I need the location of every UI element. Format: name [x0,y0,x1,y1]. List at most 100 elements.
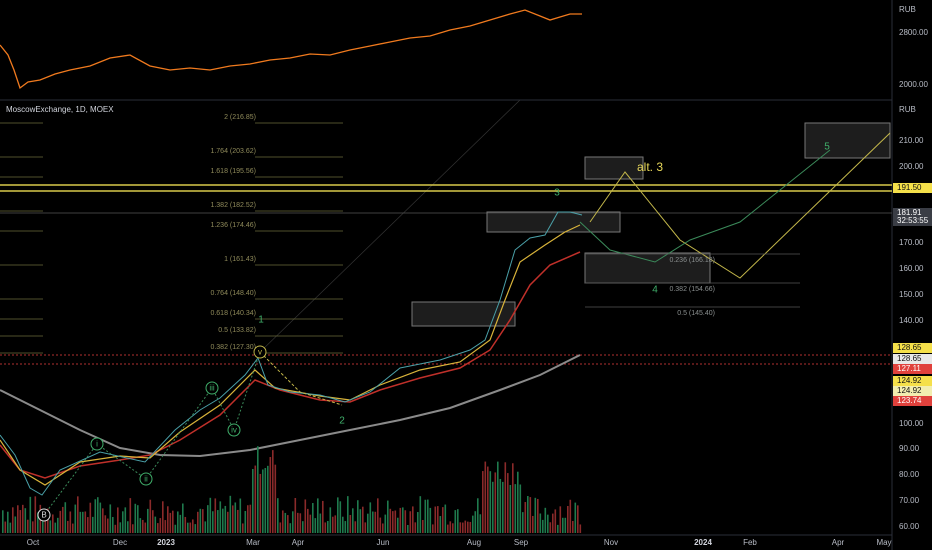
price-tag [893,354,932,364]
volume-bar [27,519,29,533]
volume-bar [47,508,49,533]
price-tag [893,343,932,353]
price-tag [893,364,932,374]
volume-bar [382,523,384,533]
price-tick: 140.00 [899,316,924,325]
volume-bar [459,522,462,533]
fib-label: 1.382 (182.52) [210,202,256,209]
volume-bar [464,520,467,533]
volume-bar [449,521,452,533]
wave-label: alt. 3 [637,160,663,174]
volume-bar [579,524,582,533]
volume-bar [284,512,287,533]
zone-box [486,211,621,233]
volume-bar [314,518,317,533]
volume-bar [214,498,217,533]
fib-label: 1.618 (195.56) [210,168,256,175]
volume-bar [552,513,554,533]
volume-bar [369,502,372,533]
volume-bar [199,508,202,533]
volume-bar [509,484,512,533]
volume-bar [554,509,557,533]
volume-bar [42,519,44,533]
volume-bar [9,522,12,533]
fib-label: 0.764 (148.40) [210,290,256,297]
volume-bar [84,511,87,533]
volume-bar [164,520,167,533]
volume-bar [152,510,154,533]
volume-bar [294,497,297,533]
price-tag-label: 124.92 [897,386,922,395]
volume-bar [137,505,139,533]
fib-label: 0.5 (133.82) [218,327,256,334]
volume-bar [334,515,337,533]
index-line [0,9,582,90]
volume-bar [162,501,164,533]
volume-bar [487,466,489,533]
price-tick: 160.00 [899,264,924,273]
volume-bar [249,504,252,533]
volume-bar [387,500,389,533]
volume-bar [189,522,192,533]
price-tag-label: 191.50 [897,183,922,192]
volume-bar [157,523,159,533]
currency: RUB [899,105,916,114]
circled-label: iii [209,384,215,393]
volume-bar [274,464,277,533]
volume-bar [324,522,327,533]
volume-bar [452,523,454,533]
volume-bar [437,506,439,533]
volume-bar [299,513,302,533]
wave-circle [37,508,51,522]
wave-ab-line [259,351,343,406]
volume-bar [74,504,77,533]
volume-bar [404,510,407,533]
volume-bar [389,508,392,533]
volume-bar [514,484,517,533]
price-tick: 90.00 [899,444,920,453]
volume-bar [212,511,214,533]
volume-bar [397,517,399,533]
volume-bar [409,511,412,533]
volume-bar [497,461,499,533]
volume-bar [312,503,314,533]
volume-bar [272,450,274,533]
volume-bar [19,510,22,533]
volume-bar [349,514,352,533]
volume-bar [169,512,172,533]
volume-bar [102,508,104,533]
volume-bar [154,516,157,533]
volume-bar [244,510,247,533]
volume-bar [532,515,534,533]
volume-bar [384,514,387,533]
volume-bar [64,502,67,533]
volume-bar [252,468,254,533]
fib-label: 2 (216.85) [224,114,256,121]
volume-bar [279,522,282,533]
volume-bar [494,472,497,533]
volume-bar [207,505,209,533]
volume-bar [259,473,262,533]
price-tag [893,396,932,406]
volume-bar [492,481,494,533]
volume-bar [507,473,509,533]
fib-label: 0.618 (140.34) [210,310,256,317]
volume-bar [562,517,564,533]
price-tag [893,208,932,218]
fib-label: 1.236 (174.46) [210,222,256,229]
volume-bar [194,524,197,533]
volume-bar [277,498,279,533]
volume-bar [542,519,544,533]
volume-bar [474,511,477,533]
wave-label: 5 [824,142,830,153]
time-tick: 2024 [694,538,712,547]
volume-bar [174,524,177,533]
price-tick: 200.00 [899,162,924,171]
volume-bar [12,507,14,533]
volume-bar [289,523,292,533]
volume-bar [122,511,124,533]
volume-bar [557,524,559,533]
volume-bar [504,462,507,533]
volume-bar [219,501,222,533]
